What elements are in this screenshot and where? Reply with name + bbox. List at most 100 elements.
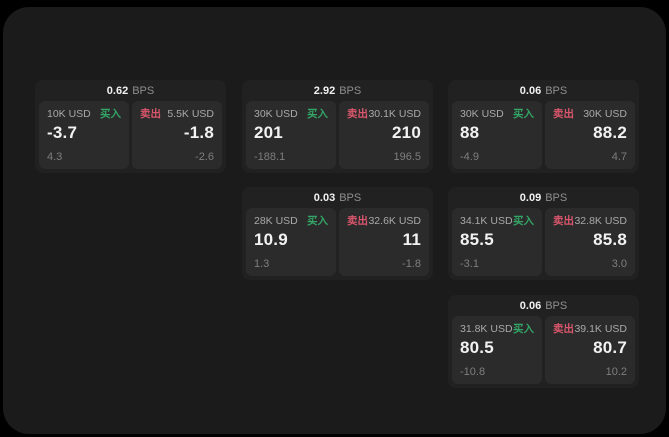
buy-sub-value: 1.3 <box>254 258 270 270</box>
buy-tile[interactable]: 34.1K USD 买入 85.5 -3.1 <box>452 208 542 276</box>
buy-tile-header: 34.1K USD 买入 <box>460 215 534 227</box>
sell-amount-label: 32.8K USD <box>574 215 627 227</box>
sell-sub-value: -1.8 <box>402 258 421 270</box>
buy-tile[interactable]: 28K USD 买入 10.9 1.3 <box>246 208 336 276</box>
sell-side-label: 卖出 <box>553 215 574 227</box>
sell-tile[interactable]: 卖出 32.8K USD 85.8 3.0 <box>545 208 635 276</box>
buy-tile[interactable]: 31.8K USD 买入 80.5 -10.8 <box>452 316 542 384</box>
main-panel: 0.62 BPS 10K USD 买入 -3.7 4.3 卖出 5.5K USD… <box>3 7 666 434</box>
card-body: 28K USD 买入 10.9 1.3 卖出 32.6K USD 11 -1.8 <box>242 206 433 276</box>
buy-sub-value: -3.1 <box>460 258 479 270</box>
buy-amount-label: 30K USD <box>254 108 298 120</box>
sell-amount-label: 39.1K USD <box>574 323 627 335</box>
bps-value: 0.06 <box>519 85 542 97</box>
buy-tile-header: 10K USD 买入 <box>47 108 121 120</box>
sell-price-value: 210 <box>392 123 421 142</box>
buy-tile[interactable]: 10K USD 买入 -3.7 4.3 <box>39 101 129 169</box>
bps-unit-label: BPS <box>339 85 362 97</box>
buy-tile-header: 30K USD 买入 <box>254 108 328 120</box>
buy-sub-value: 4.3 <box>47 151 63 163</box>
bps-value: 2.92 <box>313 85 336 97</box>
bps-value: 0.03 <box>313 192 336 204</box>
quote-card: 0.62 BPS 10K USD 买入 -3.7 4.3 卖出 5.5K USD… <box>35 80 226 173</box>
bps-value: 0.06 <box>519 300 542 312</box>
buy-side-label: 买入 <box>100 108 121 120</box>
sell-side-label: 卖出 <box>347 215 368 227</box>
buy-side-label: 买入 <box>513 215 534 227</box>
sell-tile-header: 卖出 30.1K USD <box>347 108 421 120</box>
card-header: 0.03 BPS <box>242 187 433 206</box>
sell-tile-header: 卖出 32.6K USD <box>347 215 421 227</box>
quote-card: 2.92 BPS 30K USD 买入 201 -188.1 卖出 30.1K … <box>242 80 433 173</box>
buy-tile-header: 30K USD 买入 <box>460 108 534 120</box>
sell-tile-header: 卖出 30K USD <box>553 108 627 120</box>
buy-amount-label: 28K USD <box>254 215 298 227</box>
sell-tile[interactable]: 卖出 39.1K USD 80.7 10.2 <box>545 316 635 384</box>
card-header: 2.92 BPS <box>242 80 433 99</box>
buy-price-value: 201 <box>254 123 283 142</box>
buy-side-label: 买入 <box>513 323 534 335</box>
buy-price-value: 85.5 <box>460 230 494 249</box>
sell-tile-header: 卖出 39.1K USD <box>553 323 627 335</box>
bps-unit-label: BPS <box>545 192 568 204</box>
quote-card: 0.09 BPS 34.1K USD 买入 85.5 -3.1 卖出 32.8K… <box>448 187 639 280</box>
sell-tile-header: 卖出 5.5K USD <box>140 108 214 120</box>
buy-amount-label: 30K USD <box>460 108 504 120</box>
buy-sub-value: -4.9 <box>460 151 479 163</box>
sell-side-label: 卖出 <box>140 108 161 120</box>
buy-side-label: 买入 <box>513 108 534 120</box>
bps-unit-label: BPS <box>339 192 362 204</box>
card-header: 0.06 BPS <box>448 295 639 314</box>
sell-amount-label: 5.5K USD <box>167 108 214 120</box>
sell-price-value: 85.8 <box>593 230 627 249</box>
buy-amount-label: 31.8K USD <box>460 323 513 335</box>
sell-amount-label: 30.1K USD <box>368 108 421 120</box>
card-header: 0.06 BPS <box>448 80 639 99</box>
card-header: 0.62 BPS <box>35 80 226 99</box>
sell-tile[interactable]: 卖出 32.6K USD 11 -1.8 <box>339 208 429 276</box>
sell-tile[interactable]: 卖出 5.5K USD -1.8 -2.6 <box>132 101 222 169</box>
sell-price-value: 88.2 <box>593 123 627 142</box>
sell-amount-label: 32.6K USD <box>368 215 421 227</box>
sell-sub-value: 3.0 <box>611 258 627 270</box>
buy-tile-header: 31.8K USD 买入 <box>460 323 534 335</box>
buy-amount-label: 10K USD <box>47 108 91 120</box>
buy-sub-value: -188.1 <box>254 151 286 163</box>
quote-card: 0.06 BPS 30K USD 买入 88 -4.9 卖出 30K USD 8… <box>448 80 639 173</box>
card-body: 10K USD 买入 -3.7 4.3 卖出 5.5K USD -1.8 -2.… <box>35 99 226 169</box>
sell-amount-label: 30K USD <box>583 108 627 120</box>
buy-side-label: 买入 <box>307 108 328 120</box>
buy-tile[interactable]: 30K USD 买入 88 -4.9 <box>452 101 542 169</box>
sell-sub-value: -2.6 <box>195 151 214 163</box>
buy-tile-header: 28K USD 买入 <box>254 215 328 227</box>
bps-unit-label: BPS <box>545 300 568 312</box>
quote-card: 0.03 BPS 28K USD 买入 10.9 1.3 卖出 32.6K US… <box>242 187 433 280</box>
buy-price-value: 88 <box>460 123 480 142</box>
buy-price-value: 10.9 <box>254 230 288 249</box>
sell-price-value: -1.8 <box>183 123 214 142</box>
sell-price-value: 11 <box>402 230 421 249</box>
buy-price-value: -3.7 <box>47 123 78 142</box>
sell-tile[interactable]: 卖出 30K USD 88.2 4.7 <box>545 101 635 169</box>
card-body: 31.8K USD 买入 80.5 -10.8 卖出 39.1K USD 80.… <box>448 314 639 384</box>
sell-tile[interactable]: 卖出 30.1K USD 210 196.5 <box>339 101 429 169</box>
card-body: 34.1K USD 买入 85.5 -3.1 卖出 32.8K USD 85.8… <box>448 206 639 276</box>
sell-side-label: 卖出 <box>553 323 574 335</box>
card-header: 0.09 BPS <box>448 187 639 206</box>
bps-unit-label: BPS <box>132 85 155 97</box>
sell-tile-header: 卖出 32.8K USD <box>553 215 627 227</box>
sell-sub-value: 4.7 <box>611 151 627 163</box>
buy-side-label: 买入 <box>307 215 328 227</box>
buy-amount-label: 34.1K USD <box>460 215 513 227</box>
quote-card: 0.06 BPS 31.8K USD 买入 80.5 -10.8 卖出 39.1… <box>448 295 639 388</box>
bps-value: 0.09 <box>519 192 542 204</box>
sell-sub-value: 10.2 <box>605 366 627 378</box>
buy-sub-value: -10.8 <box>460 366 486 378</box>
card-body: 30K USD 买入 201 -188.1 卖出 30.1K USD 210 1… <box>242 99 433 169</box>
sell-sub-value: 196.5 <box>393 151 421 163</box>
sell-side-label: 卖出 <box>347 108 368 120</box>
card-body: 30K USD 买入 88 -4.9 卖出 30K USD 88.2 4.7 <box>448 99 639 169</box>
bps-unit-label: BPS <box>545 85 568 97</box>
buy-tile[interactable]: 30K USD 买入 201 -188.1 <box>246 101 336 169</box>
sell-side-label: 卖出 <box>553 108 574 120</box>
